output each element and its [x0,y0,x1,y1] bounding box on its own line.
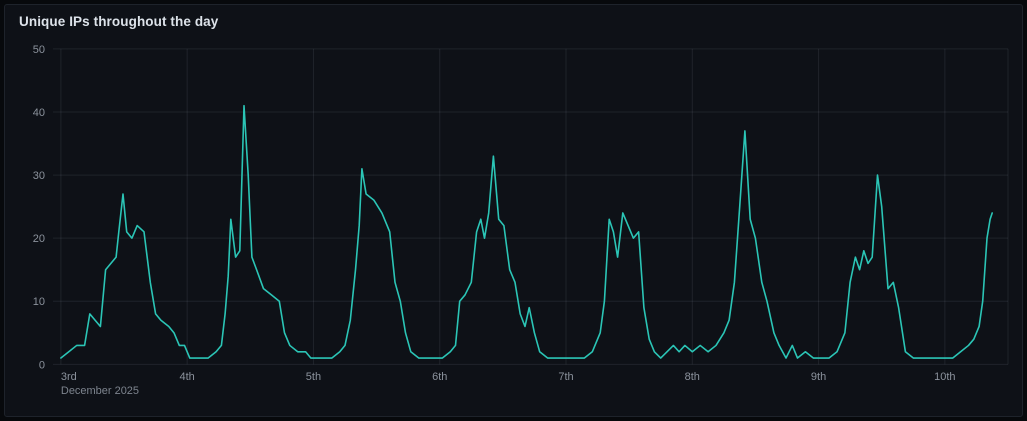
time-series-plot[interactable]: 0 10 20 30 40 50 3rd December 2025 4th 5th 6th 7th 8… [7,35,1016,412]
panel-header: Unique IPs throughout the day [5,5,1022,33]
x-axis-tick-label: 4th [180,371,195,383]
x-axis-tick-label: 8th [685,371,700,383]
y-axis-tick-label: 40 [33,107,45,119]
series-line-unique-ips [60,104,994,359]
unique-ips-chart[interactable]: 0 10 20 30 40 50 3rd December 2025 4th 5th 6th 7th 8… [7,35,1016,412]
y-axis-tick-label: 50 [33,44,45,56]
x-axis-sublabel: December 2025 [61,385,139,397]
x-axis-tick-label: 9th [811,371,826,383]
panel-title: Unique IPs throughout the day [19,14,219,29]
y-axis-tick-label: 30 [33,170,45,182]
x-axis-tick-label: 6th [432,371,447,383]
y-axis-tick-label: 0 [39,359,45,371]
y-axis-tick-label: 20 [33,233,45,245]
x-axis-tick-label: 3rd [61,371,77,383]
y-axis-tick-label: 10 [33,296,45,308]
x-axis-tick-label: 10th [934,371,955,383]
x-axis-tick-label: 7th [558,371,573,383]
x-axis-tick-label: 5th [306,371,321,383]
chart-panel: Unique IPs throughout the day 0 10 20 30 40 5… [4,4,1023,417]
